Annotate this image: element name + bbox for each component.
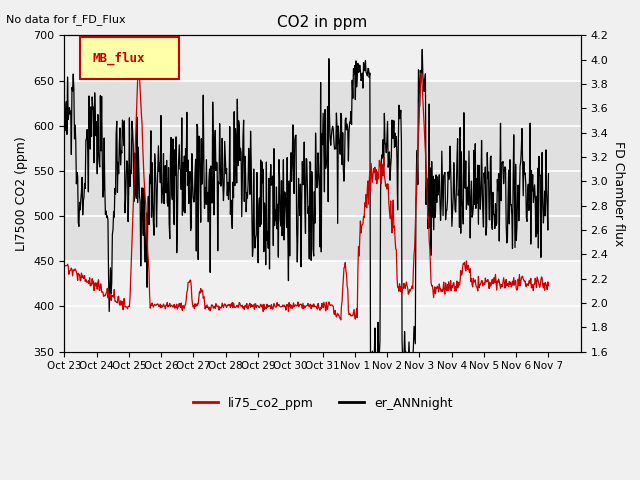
Text: No data for f_FD_Flux: No data for f_FD_Flux <box>6 14 126 25</box>
Y-axis label: LI7500 CO2 (ppm): LI7500 CO2 (ppm) <box>15 136 28 251</box>
Title: CO2 in ppm: CO2 in ppm <box>278 15 368 30</box>
Legend: li75_co2_ppm, er_ANNnight: li75_co2_ppm, er_ANNnight <box>188 392 457 415</box>
Bar <box>65 81 580 261</box>
Text: MB_flux: MB_flux <box>93 52 145 65</box>
Y-axis label: FD Chamber flux: FD Chamber flux <box>612 141 625 246</box>
